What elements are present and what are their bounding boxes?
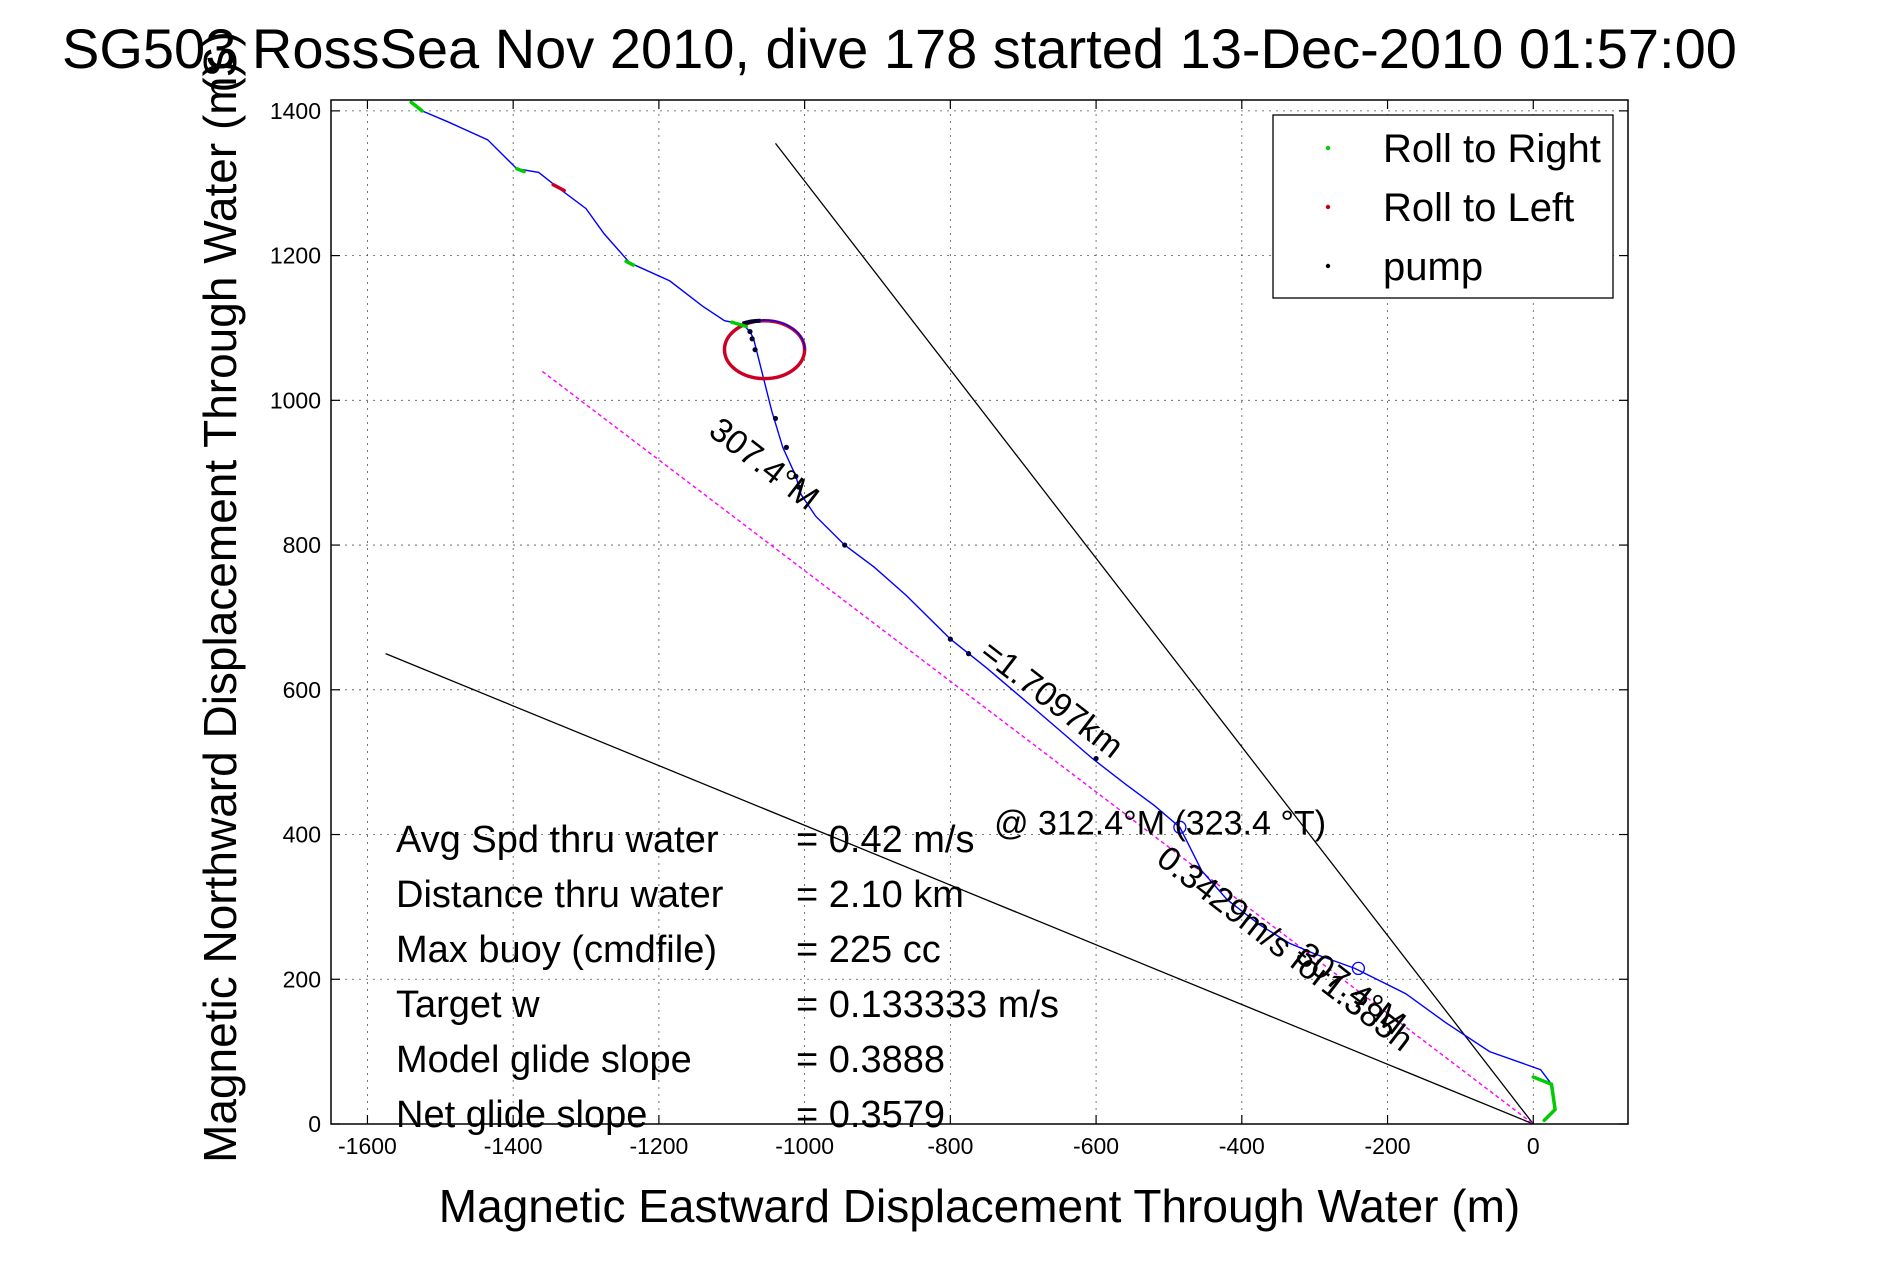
- stat-label: Target w: [396, 984, 540, 1026]
- heading-line: [774, 143, 1534, 1125]
- pump-point: [783, 444, 790, 450]
- ticks: -1600 -1400 -1200 -1000 -800 -600 -400 -200 0 0 20…: [270, 98, 1628, 1159]
- stats-block: Avg Spd thru water = 0.42 m/s Distance thr…: [396, 819, 1059, 1136]
- roll-left-segment: [551, 182, 566, 193]
- pump-point: [752, 347, 758, 353]
- x-tick-label: -1400: [484, 1133, 543, 1159]
- stat-value: = 0.133333 m/s: [796, 984, 1059, 1026]
- stat-value: = 0.42 m/s: [796, 819, 974, 861]
- y-tick-label: 1400: [270, 98, 321, 124]
- loop-track: [756, 319, 806, 350]
- chart-title: SG503 RossSea Nov 2010, dive 178 started…: [62, 17, 1737, 80]
- pump-point: [772, 415, 779, 422]
- x-tick-label: -1000: [775, 1133, 834, 1159]
- pump-point: [793, 473, 799, 479]
- y-tick-label: 200: [283, 966, 321, 992]
- data-layer: [385, 100, 1557, 1125]
- x-tick-label: -200: [1365, 1133, 1411, 1159]
- stat-label: Distance thru water: [396, 874, 724, 916]
- stat-label: Net glide slope: [396, 1094, 647, 1136]
- heading-line: [385, 652, 1534, 1125]
- y-axis-label: Magnetic Northward Displacement Through …: [194, 61, 246, 1163]
- y-tick-label: 400: [283, 822, 321, 848]
- y-tick-label: 0: [308, 1111, 321, 1137]
- position-marker: [1351, 961, 1366, 976]
- y-tick-label: 800: [283, 532, 321, 558]
- stat-value: = 0.3888: [796, 1039, 945, 1081]
- legend-label: Roll to Right: [1383, 127, 1601, 171]
- stat-label: Avg Spd thru water: [396, 819, 719, 861]
- net-displacement-line: [541, 370, 1534, 1125]
- legend-marker: [1325, 145, 1331, 151]
- stat-label: Model glide slope: [396, 1039, 692, 1081]
- stat-value: = 225 cc: [796, 929, 941, 971]
- pump-point: [842, 542, 848, 548]
- x-tick-label: -600: [1073, 1133, 1119, 1159]
- plot-frame: [330, 99, 1629, 1125]
- legend-marker: [1325, 204, 1331, 210]
- roll-right-segment: [624, 259, 636, 267]
- legend-label: Roll to Left: [1383, 186, 1574, 230]
- title-overlay: (S): [194, 31, 246, 92]
- annotation-label: @ 312.4°M (323.4 °T): [994, 805, 1326, 843]
- roll-right-segment: [1531, 1075, 1557, 1123]
- pump-point: [796, 484, 802, 490]
- roll-right-segment: [409, 100, 424, 113]
- x-tick-label: -1600: [338, 1133, 397, 1159]
- pump-point: [947, 636, 953, 642]
- legend-label: pump: [1383, 245, 1483, 289]
- y-tick-label: 1000: [270, 387, 321, 413]
- pump-point: [965, 651, 972, 657]
- legend: Roll to Right Roll to Left pump: [1272, 114, 1614, 299]
- x-tick-label: -400: [1219, 1133, 1265, 1159]
- pump-point: [749, 336, 755, 342]
- pump-point: [1093, 755, 1099, 762]
- position-marker: [1173, 820, 1187, 834]
- stat-label: Max buoy (cmdfile): [396, 929, 717, 971]
- glider-track: [410, 101, 1556, 1110]
- stat-value: = 2.10 km: [796, 874, 964, 916]
- y-tick-label: 1200: [270, 243, 321, 269]
- y-tick-label: 600: [283, 677, 321, 703]
- pump-point: [747, 328, 753, 335]
- x-tick-label: -800: [927, 1133, 973, 1159]
- x-tick-label: -1200: [629, 1133, 688, 1159]
- grid: [331, 100, 1628, 1125]
- x-tick-label: 0: [1527, 1133, 1540, 1159]
- x-axis-label: Magnetic Eastward Displacement Through W…: [439, 1180, 1520, 1232]
- legend-marker: [1325, 263, 1331, 269]
- roll-right-segment: [730, 320, 749, 329]
- stat-value: = 0.3579: [796, 1094, 945, 1136]
- roll-right-segment: [515, 166, 526, 174]
